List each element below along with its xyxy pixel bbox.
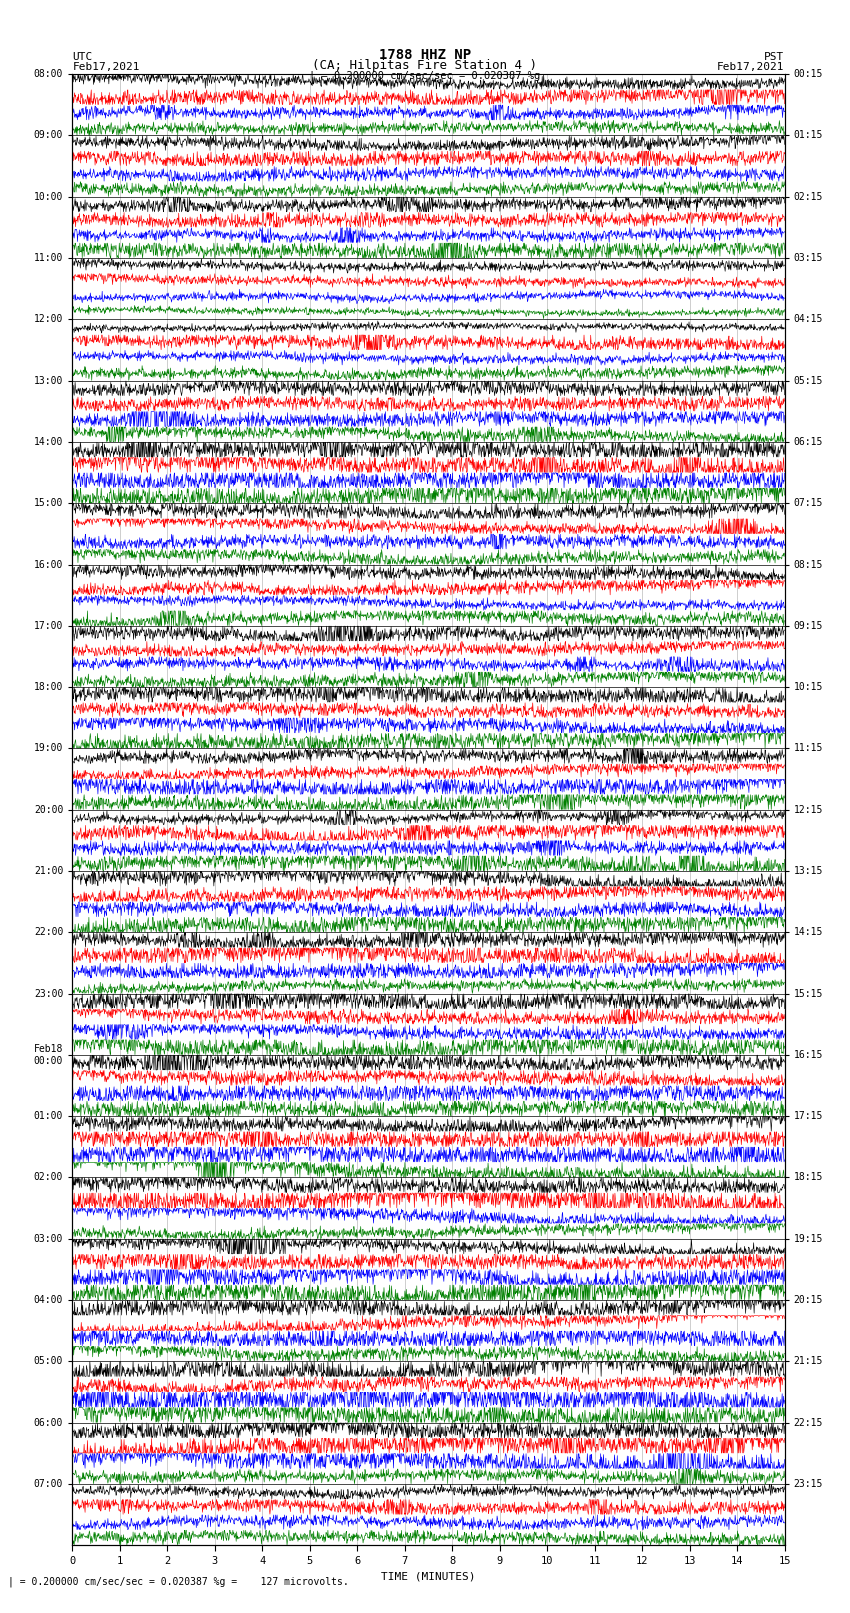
Text: | = 0.200000 cm/sec/sec = 0.020387 %g: | = 0.200000 cm/sec/sec = 0.020387 %g — [309, 71, 541, 81]
Text: | = 0.200000 cm/sec/sec = 0.020387 %g =    127 microvolts.: | = 0.200000 cm/sec/sec = 0.020387 %g = … — [8, 1576, 349, 1587]
Text: 1788 HHZ NP: 1788 HHZ NP — [379, 48, 471, 63]
Text: UTC: UTC — [72, 52, 93, 63]
Text: (CA; Hilpitas Fire Station 4 ): (CA; Hilpitas Fire Station 4 ) — [313, 58, 537, 71]
X-axis label: TIME (MINUTES): TIME (MINUTES) — [381, 1571, 476, 1581]
Text: Feb17,2021: Feb17,2021 — [72, 61, 139, 71]
Text: Feb17,2021: Feb17,2021 — [717, 61, 785, 71]
Text: PST: PST — [764, 52, 785, 63]
